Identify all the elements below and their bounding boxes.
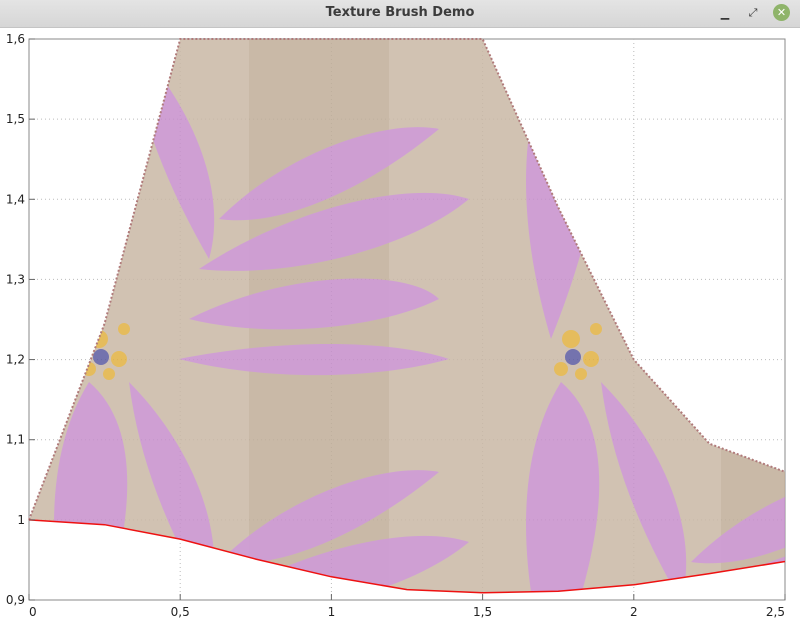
y-tick-label: 1,2 — [6, 353, 25, 367]
y-tick-label: 1,1 — [6, 433, 25, 447]
y-tick-label: 1,3 — [6, 272, 25, 286]
plot-area: 0 0,5 1 1,5 2 2,5 0,9 1 1,1 1,2 1,3 1,4 1,5 1,6 — [6, 32, 786, 619]
lower-curve — [28, 519, 786, 594]
y-tick-label: 1 — [17, 513, 25, 527]
x-tick-label: 0,5 — [171, 605, 190, 619]
title-bar: Texture Brush Demo ▁ ⤢ ✕ — [0, 0, 800, 28]
x-axis: 0 0,5 1 1,5 2 2,5 — [28, 594, 786, 619]
y-tick-label: 1,4 — [6, 192, 25, 206]
texture-fill-area — [29, 39, 785, 593]
window-title: Texture Brush Demo — [325, 5, 475, 20]
minimize-icon[interactable]: ▁ — [720, 6, 730, 20]
y-tick-label: 1,5 — [6, 112, 25, 126]
y-tick-label: 0,9 — [6, 593, 25, 607]
x-tick-label: 2,5 — [766, 605, 785, 619]
y-tick-label: 1,6 — [6, 32, 25, 46]
x-tick-label: 1,5 — [473, 605, 492, 619]
x-tick-label: 0 — [29, 605, 37, 619]
y-axis: 0,9 1 1,1 1,2 1,3 1,4 1,5 1,6 — [6, 32, 35, 607]
close-icon[interactable]: ✕ — [773, 4, 790, 21]
maximize-icon[interactable]: ⤢ — [748, 6, 758, 19]
x-tick-label: 2 — [630, 605, 638, 619]
x-tick-label: 1 — [328, 605, 336, 619]
